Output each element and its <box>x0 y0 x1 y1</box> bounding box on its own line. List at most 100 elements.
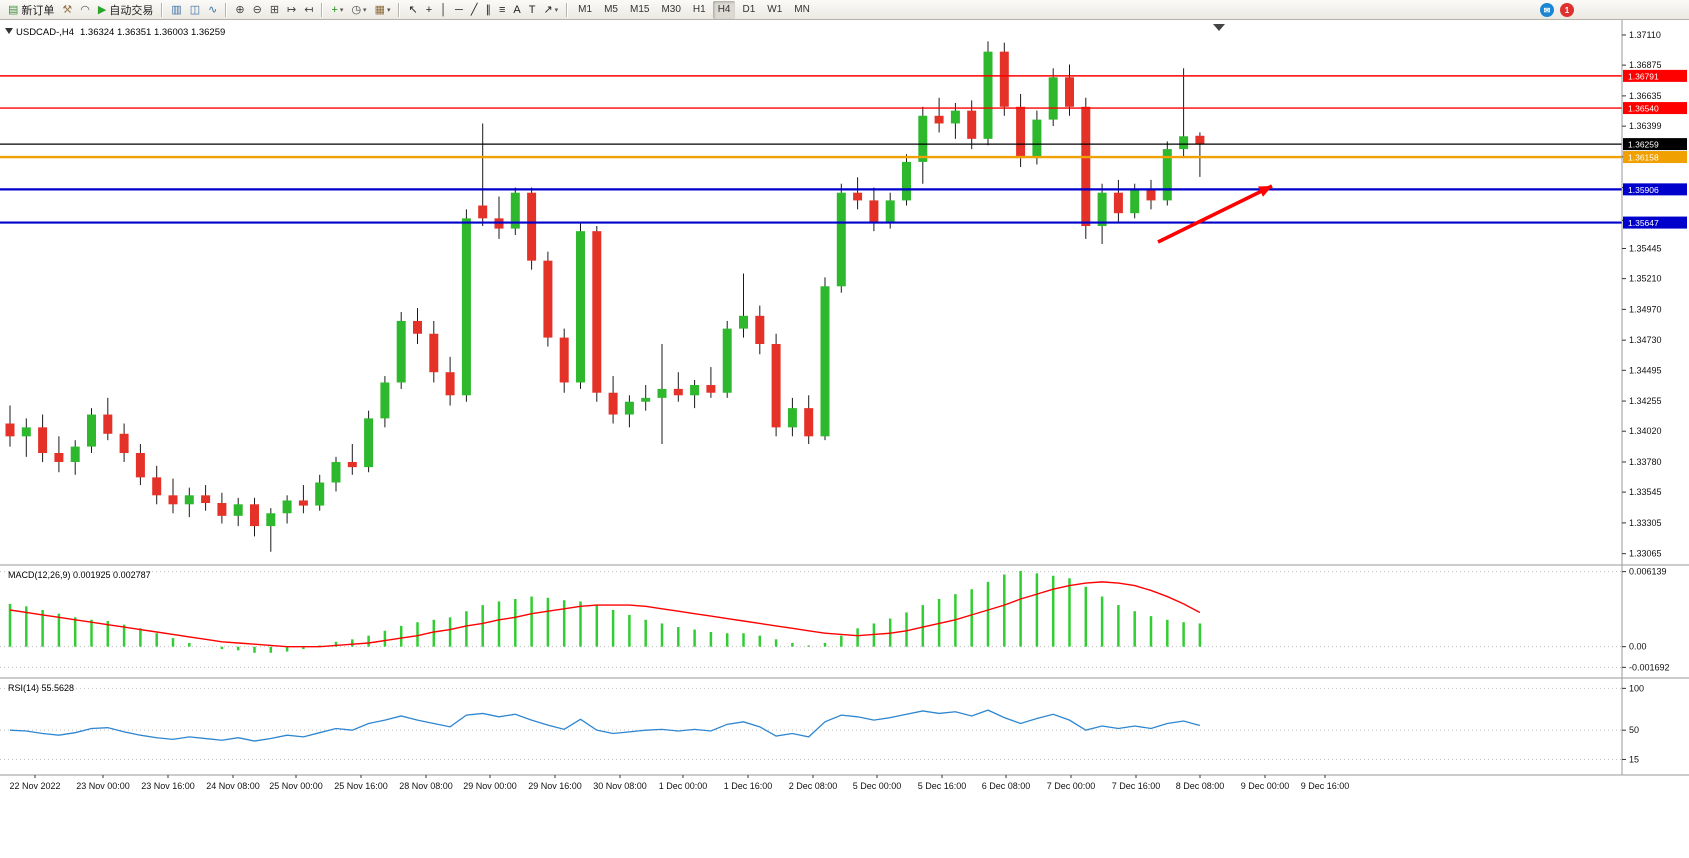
auto-trading-button[interactable]: ▶ 自动交易 <box>95 1 156 19</box>
timeframe-m1[interactable]: M1 <box>573 1 597 19</box>
trendline-icon: ╱ <box>470 3 478 16</box>
fibonacci-icon: ≡ <box>498 3 506 16</box>
rsi-axis-label: 50 <box>1629 725 1639 735</box>
panel-splitter[interactable] <box>0 676 1689 680</box>
date-axis-label: 8 Dec 08:00 <box>1176 781 1225 791</box>
timeframe-h4[interactable]: H4 <box>712 0 736 19</box>
candle-bullish <box>722 320 732 398</box>
date-axis-label: 7 Dec 16:00 <box>1112 781 1161 791</box>
line-chart-button[interactable]: ∿ <box>205 1 220 19</box>
crosshair-button[interactable]: + <box>423 1 435 19</box>
candle-bearish <box>217 492 227 524</box>
candle-bullish <box>820 277 830 441</box>
candle-bearish <box>168 478 178 514</box>
arrows-button[interactable]: ↗ ▾ <box>540 1 561 19</box>
candle-bullish <box>364 410 374 473</box>
text-button[interactable]: A <box>510 1 523 19</box>
candlestick-chart-button[interactable]: ◫ <box>187 1 203 19</box>
horizontal-line-button[interactable]: ─ <box>452 1 466 19</box>
timeframe-m15[interactable]: M15 <box>625 1 654 19</box>
date-axis-label: 23 Nov 16:00 <box>141 781 195 791</box>
timeframe-m5[interactable]: M5 <box>599 1 623 19</box>
candle-bearish <box>527 187 537 270</box>
chart-window: 1.371101.368751.366351.363991.361601.359… <box>0 20 1689 858</box>
trend-arrow[interactable] <box>1157 184 1273 244</box>
notification-badge[interactable]: 1 <box>1560 3 1574 17</box>
auto-scroll-button[interactable]: ↦ <box>284 1 299 19</box>
date-axis-label: 23 Nov 00:00 <box>76 781 130 791</box>
candle-bearish <box>445 356 455 406</box>
candle-bullish <box>1179 68 1189 159</box>
candle-bearish <box>771 333 781 437</box>
arrow-objects-icon: ↗ <box>543 3 553 16</box>
chart-menu-icon[interactable] <box>5 28 13 34</box>
timeframe-h1-label: H1 <box>692 4 706 15</box>
candle-bullish <box>21 418 31 457</box>
one-click-trade-button[interactable]: ⚒ <box>59 1 75 19</box>
zoom-in-button[interactable]: ⊕ <box>232 1 247 19</box>
candle-bearish <box>298 485 308 514</box>
zoom-out-button[interactable]: ⊖ <box>250 1 265 19</box>
indicators-button[interactable]: + ▾ <box>328 1 346 19</box>
price-badge: 1.35906 <box>1623 183 1687 196</box>
timeframe-d1-label: D1 <box>742 4 756 15</box>
chart-shift-button[interactable]: ↤ <box>301 1 316 19</box>
date-axis-label: 29 Nov 16:00 <box>528 781 582 791</box>
templates-button[interactable]: ▦ ▾ <box>372 1 394 19</box>
toolbar-separator <box>398 2 401 17</box>
equidistant-channel-button[interactable]: ∥ <box>482 1 494 19</box>
rsi-label: RSI(14) 55.5628 <box>8 683 74 693</box>
timeframe-w1[interactable]: W1 <box>762 1 787 19</box>
price-axis-label: 1.36399 <box>1629 121 1662 131</box>
candle-bullish <box>396 311 406 389</box>
messenger-button[interactable]: ✉ <box>1540 3 1554 17</box>
timeframe-mn[interactable]: MN <box>789 1 815 19</box>
candle-bearish <box>1081 97 1091 239</box>
price-axis-label: 1.34730 <box>1629 335 1662 345</box>
timeframe-m1-label: M1 <box>578 4 593 15</box>
macd-label: MACD(12,26,9) 0.001925 0.002787 <box>8 570 151 580</box>
chart-shift-marker[interactable] <box>1213 24 1225 31</box>
candle-bullish <box>902 154 911 206</box>
candle-bullish <box>641 385 651 411</box>
tile-windows-button[interactable]: ⊞ <box>267 1 282 19</box>
new-order-icon: ▤ <box>8 3 19 16</box>
channel-icon: ∥ <box>485 3 491 16</box>
date-axis-label: 9 Dec 00:00 <box>1241 781 1290 791</box>
dropdown-caret-icon: ▾ <box>554 6 559 14</box>
price-axis-label: 1.37110 <box>1629 30 1661 40</box>
price-badge: 1.35647 <box>1623 216 1687 229</box>
bar-chart-button[interactable]: ▥ <box>168 1 184 19</box>
candle-bullish <box>87 408 96 454</box>
toolbar-right-icons: ✉ 1 <box>1540 3 1574 17</box>
auto-trading-button-label: 自动交易 <box>109 4 154 17</box>
timeframe-h1[interactable]: H1 <box>688 1 711 19</box>
price-axis-label: 1.34255 <box>1629 396 1662 406</box>
fibonacci-button[interactable]: ≡ <box>496 1 508 19</box>
date-axis-label: 7 Dec 00:00 <box>1047 781 1096 791</box>
bar-chart-icon: ▥ <box>171 3 182 16</box>
price-axis-label: 1.33545 <box>1629 487 1662 497</box>
toolbar-separator <box>566 2 569 17</box>
price-axis-label: 1.33780 <box>1629 457 1662 467</box>
candle-bearish <box>755 305 765 355</box>
price-badge: 1.36158 <box>1623 151 1687 164</box>
trendline-button[interactable]: ╱ <box>468 1 481 19</box>
rsi-line <box>9 709 1201 742</box>
timeframe-m30[interactable]: M30 <box>656 1 685 19</box>
date-axis-label: 28 Nov 08:00 <box>399 781 453 791</box>
timeframe-d1[interactable]: D1 <box>737 1 760 19</box>
price-chart[interactable]: 1.371101.368751.366351.363991.361601.359… <box>0 20 1689 858</box>
panel-splitter[interactable] <box>0 563 1689 567</box>
voice-alert-button[interactable]: ◠ <box>77 1 93 19</box>
text-label-button[interactable]: T <box>526 1 539 19</box>
cursor-button[interactable]: ↖ <box>405 1 420 19</box>
text-icon: A <box>513 3 521 16</box>
vertical-line-button[interactable]: │ <box>437 1 450 19</box>
price-axis-label: 1.35445 <box>1629 243 1662 253</box>
periods-button[interactable]: ◷ ▾ <box>348 1 369 19</box>
panel-splitter[interactable] <box>0 773 1689 777</box>
macd-signal-line <box>9 581 1201 648</box>
new-order-button[interactable]: ▤ 新订单 <box>5 1 57 19</box>
